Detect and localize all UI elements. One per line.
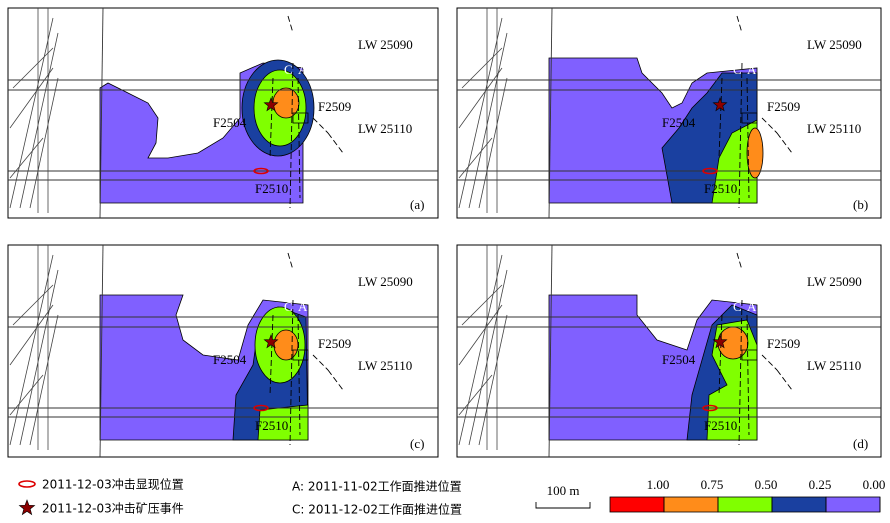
roadway-label: LW 25090 (358, 37, 413, 52)
roadway-label: LW 25110 (807, 121, 861, 136)
fault-label: F2504 (213, 352, 247, 367)
contour-zone (273, 329, 299, 361)
legend-burst-site (18, 480, 36, 488)
face-label: C (284, 62, 293, 77)
colorbar-tick-label: 0.75 (701, 477, 724, 492)
shaft (548, 7, 553, 219)
mine-structure (458, 8, 508, 213)
face-box (292, 349, 309, 361)
mine-structure (9, 8, 59, 213)
event-star (712, 97, 728, 112)
colorbar-tick-label: 0.50 (755, 477, 778, 492)
roadway-label: LW 25110 (358, 358, 412, 373)
colorbar-tick-label: 1.00 (647, 477, 670, 492)
colorbar-segment (771, 496, 827, 513)
panel-label: (a) (410, 197, 424, 212)
scale-label: 100 m (547, 483, 580, 498)
map-panel: LW 25090 LW 25110 F2504 F2509 F2510 C A (c) (7, 244, 439, 458)
fault-line (269, 15, 344, 209)
scale-bar (535, 502, 591, 509)
burst-site (702, 167, 718, 175)
face-label: A (298, 62, 308, 77)
mine-structure (458, 245, 508, 450)
shaft (99, 7, 104, 219)
fault-label: F2510 (704, 181, 737, 196)
fault-label: F2510 (704, 418, 737, 433)
panel-label: (b) (853, 197, 868, 212)
burst-site (702, 404, 718, 412)
face-label: A (747, 62, 757, 77)
face-box (741, 112, 758, 124)
colorbar-segment (825, 496, 881, 513)
burst-site (253, 167, 269, 175)
face-box (292, 112, 309, 124)
fault-label: F2504 (213, 115, 247, 130)
roadway-label: LW 25110 (807, 358, 861, 373)
fault-label: F2509 (318, 336, 351, 351)
map-panel: LW 25090 LW 25110 F2504 F2509 F2510 C A (d) (456, 244, 882, 458)
face-label: C (733, 299, 742, 314)
fault-label: F2509 (318, 99, 351, 114)
legend-text: 2011-12-03冲击矿压事件 (42, 501, 184, 516)
panel-label: (d) (853, 436, 868, 451)
map-panel: LW 25090 LW 25110 F2504 F2509 F2510 C A (a) (7, 7, 439, 219)
roadway-label: LW 25090 (358, 274, 413, 289)
contour-zone (711, 119, 758, 204)
legend-text: A: 2011-11-02工作面推进位置 (292, 479, 462, 494)
contour-zone (746, 127, 764, 179)
mine-structure (9, 245, 59, 450)
fault-label: F2510 (255, 418, 288, 433)
event-star (18, 499, 36, 516)
roadway-label: LW 25090 (807, 274, 862, 289)
fault-label: F2509 (767, 336, 800, 351)
shaft (548, 244, 553, 458)
contour-zone (257, 404, 309, 441)
event-star (263, 334, 279, 349)
face-label: A (747, 299, 757, 314)
colorbar-segment (609, 496, 665, 513)
colorbar-segment (663, 496, 719, 513)
fault-line (718, 252, 793, 446)
event-star (263, 97, 279, 112)
panel-label: (c) (410, 436, 424, 451)
fault-line (718, 15, 793, 209)
fault-line (269, 252, 344, 446)
map-panel: LW 25090 LW 25110 F2504 F2509 F2510 C A (b) (456, 7, 882, 219)
face-box (741, 349, 758, 361)
face-label: C (733, 62, 742, 77)
colorbar-tick-label: 0.25 (809, 477, 832, 492)
roadway-label: LW 25090 (807, 37, 862, 52)
face-label: C (284, 299, 293, 314)
colorbar-segment (717, 496, 773, 513)
fault-label: F2510 (255, 181, 288, 196)
event-star (712, 334, 728, 349)
legend-text: C: 2011-12-02工作面推进位置 (292, 502, 462, 517)
legend-text: 2011-12-03冲击显现位置 (42, 477, 184, 492)
face-label: A (298, 299, 308, 314)
fault-label: F2504 (662, 115, 696, 130)
colorbar-tick-label: 0.00 (863, 477, 886, 492)
burst-site (253, 404, 269, 412)
fault-label: F2504 (662, 352, 696, 367)
shaft (99, 244, 104, 458)
fault-label: F2509 (767, 99, 800, 114)
roadway-label: LW 25110 (358, 121, 412, 136)
